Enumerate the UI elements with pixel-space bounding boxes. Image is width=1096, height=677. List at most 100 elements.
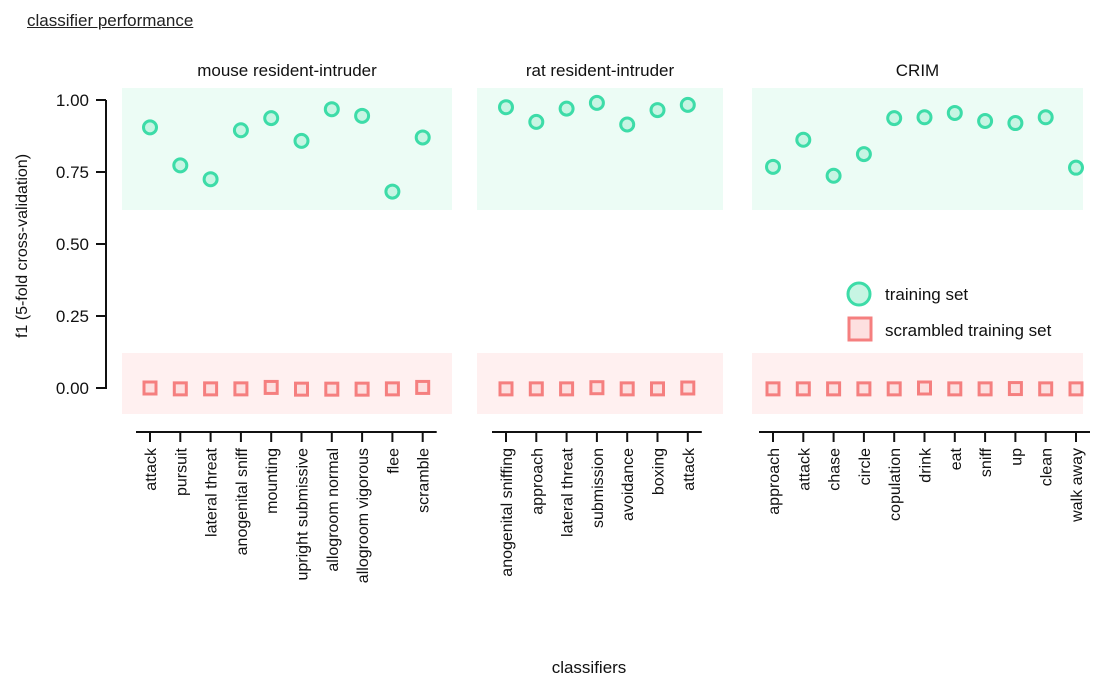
legend-training-marker — [846, 281, 872, 307]
panel-crim: CRIM approach attack chase circle copulation d… — [759, 61, 1090, 523]
x-tick-label-allogroom-normal: allogroom normal — [325, 448, 342, 572]
x-tick-label-attack: attack — [681, 447, 698, 491]
scrambled-point-allogroom-vigorous — [354, 381, 370, 397]
legend-training-label: training set — [885, 285, 968, 304]
training-point-avoidance — [619, 116, 636, 133]
x-tick-label-approach: approach — [766, 448, 783, 515]
scrambled-point-boxing — [650, 381, 665, 397]
training-point-chase — [825, 167, 842, 184]
x-tick-label-drink: drink — [918, 447, 935, 483]
scrambled-point-clean — [1038, 381, 1054, 397]
training-point-attack — [142, 119, 158, 136]
x-tick-label-lateral-threat: lateral threat — [560, 447, 577, 536]
scrambled-point-up — [1007, 381, 1023, 397]
chart-panels: mouse resident-intruder attack pursuit late… — [136, 61, 1090, 583]
training-band — [752, 88, 1083, 210]
training-point-upright-submissive — [293, 132, 310, 149]
training-point-copulation — [886, 110, 903, 127]
x-tick-label-pursuit: pursuit — [173, 447, 190, 496]
scrambled-point-mounting — [263, 379, 279, 395]
scrambled-point-anogenital-sniff — [233, 381, 249, 397]
x-tick-label-flee: flee — [385, 448, 402, 474]
x-tick-label-approach: approach — [529, 448, 546, 515]
x-tick-label-avoidance: avoidance — [620, 448, 637, 521]
training-point-mounting — [263, 110, 280, 127]
training-band — [122, 88, 452, 210]
legend-scrambled-label: scrambled training set — [885, 321, 1052, 340]
scrambled-point-sniff — [977, 381, 993, 397]
training-point-attack — [679, 96, 696, 113]
scrambled-point-allogroom-normal — [324, 381, 340, 397]
scrambled-point-pursuit — [172, 381, 188, 397]
x-tick-label-submission: submission — [590, 448, 607, 528]
scrambled-point-drink — [917, 380, 932, 396]
panel-rat-resident-intruder: rat resident-intruder anogenital sniffing… — [492, 61, 702, 577]
training-point-boxing — [649, 102, 666, 119]
training-point-submission — [588, 94, 605, 111]
y-tick-label: 0.50 — [56, 235, 89, 254]
scrambled-point-walk-away — [1068, 381, 1084, 397]
background-bands — [122, 88, 1083, 414]
x-tick-label-walk-away: walk away — [1069, 448, 1086, 523]
scrambled-point-avoidance — [619, 381, 635, 397]
x-tick-label-eat: eat — [948, 447, 965, 470]
training-point-eat — [946, 104, 963, 121]
training-point-pursuit — [172, 157, 189, 174]
training-point-lateral-threat — [202, 171, 219, 188]
scrambled-point-attack — [795, 381, 811, 397]
training-point-sniff — [977, 113, 994, 130]
y-axis-label: f1 (5-fold cross-validation) — [14, 154, 31, 338]
scrambled-point-upright-submissive — [294, 381, 309, 397]
x-tick-label-up: up — [1008, 448, 1025, 466]
scrambled-point-lateral-threat — [203, 381, 219, 397]
scrambled-point-lateral-threat — [559, 381, 575, 397]
x-tick-label-attack: attack — [796, 447, 813, 491]
figure-title: classifier performance — [27, 11, 194, 30]
x-tick-label-chase: chase — [827, 448, 844, 491]
x-tick-label-attack: attack — [143, 447, 160, 491]
training-point-allogroom-vigorous — [354, 107, 371, 124]
y-axis: 1.00 0.75 0.50 0.25 0.00 — [56, 91, 107, 398]
scrambled-point-anogenital-sniffing — [498, 381, 514, 397]
panel-title: rat resident-intruder — [526, 61, 675, 80]
scrambled-point-chase — [826, 381, 842, 397]
x-tick-label-anogenital-sniff: anogenital sniff — [234, 447, 251, 555]
training-point-approach — [765, 158, 781, 175]
scrambled-point-attack — [142, 380, 158, 396]
training-point-attack — [795, 131, 812, 148]
training-point-allogroom-normal — [323, 101, 340, 118]
y-tick-label: 1.00 — [56, 91, 89, 110]
scrambled-point-approach — [765, 381, 781, 397]
legend-scrambled-marker — [847, 316, 873, 342]
training-point-clean — [1037, 109, 1054, 126]
scrambled-point-attack — [680, 380, 696, 396]
panel-title: CRIM — [896, 61, 939, 80]
training-point-flee — [384, 183, 401, 200]
panel-title: mouse resident-intruder — [197, 61, 377, 80]
x-tick-label-boxing: boxing — [651, 448, 668, 495]
scrambled-point-eat — [947, 381, 963, 397]
training-point-approach — [528, 113, 545, 130]
scrambled-point-scramble — [415, 379, 431, 395]
scrambled-point-copulation — [886, 381, 902, 397]
legend: training set scrambled training set — [846, 281, 1052, 342]
x-tick-label-mounting: mounting — [264, 448, 281, 514]
x-tick-label-copulation: copulation — [887, 448, 904, 521]
training-point-anogenital-sniffing — [498, 99, 514, 116]
x-tick-label-anogenital-sniffing: anogenital sniffing — [499, 448, 516, 577]
scrambled-band — [122, 353, 452, 414]
scrambled-point-submission — [589, 380, 605, 396]
training-point-lateral-threat — [558, 100, 575, 117]
y-tick-label: 0.25 — [56, 307, 89, 326]
x-tick-label-clean: clean — [1039, 448, 1056, 486]
training-point-anogenital-sniff — [232, 122, 249, 139]
x-axis-label: classifiers — [552, 658, 627, 677]
x-tick-label-scramble: scramble — [416, 448, 433, 513]
training-point-scramble — [414, 129, 431, 146]
training-point-walk-away — [1068, 159, 1084, 176]
x-tick-label-sniff: sniff — [978, 447, 995, 477]
scrambled-point-flee — [384, 381, 400, 397]
scrambled-point-approach — [528, 381, 544, 397]
y-tick-label: 0.00 — [56, 379, 89, 398]
